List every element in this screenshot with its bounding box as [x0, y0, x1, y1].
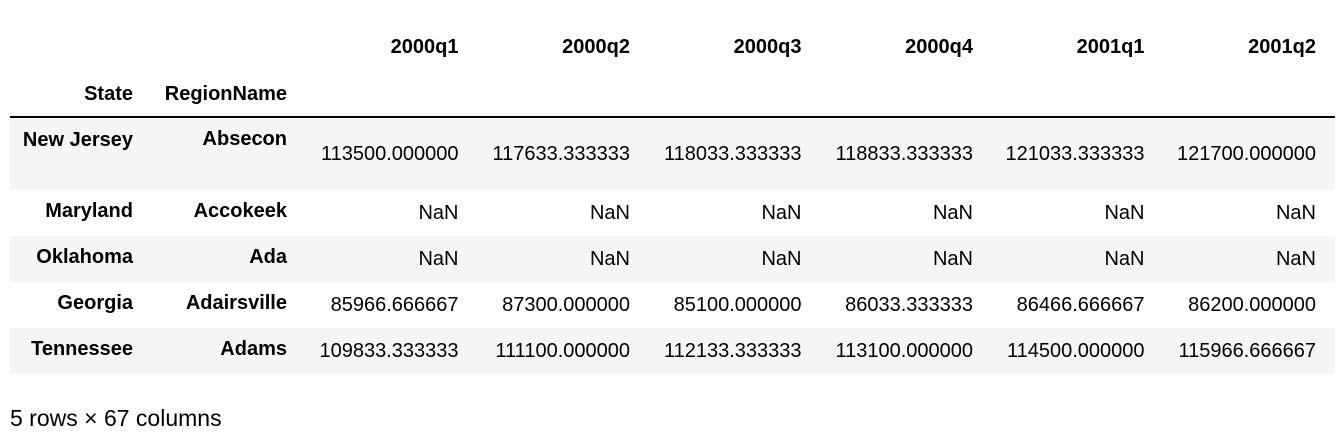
table-cell: 115966.666667 — [1178, 339, 1316, 362]
index-header-state: State — [10, 72, 152, 118]
table-cell: 121700.000000 — [1176, 142, 1316, 165]
column-header: 2000q3 — [733, 35, 802, 58]
table-cell: NaN — [589, 201, 630, 224]
header-blank — [10, 22, 152, 72]
dataframe-table: 2000q1 2000q2 2000q3 2000q4 2001q1 2001q… — [10, 22, 1335, 374]
table-cell: NaN — [1275, 201, 1316, 224]
table-cell: NaN — [761, 247, 802, 270]
dataframe-shape-summary: 5 rows × 67 columns — [10, 405, 222, 431]
row-state: Tennessee — [31, 338, 133, 360]
table-cell: NaN — [418, 201, 459, 224]
row-state: Maryland — [45, 200, 133, 222]
row-region: Ada — [249, 246, 287, 268]
row-state: Georgia — [57, 292, 133, 314]
row-state: New Jersey — [22, 129, 133, 151]
table-cell: 85100.000000 — [673, 293, 802, 316]
table-row: Tennessee Adams 109833.333333 111100.000… — [10, 328, 1335, 374]
table-row: New Jersey Absecon 113500.000000 117633.… — [10, 117, 1335, 190]
table-cell: 109833.333333 — [319, 339, 459, 362]
table-cell: 118833.333333 — [835, 142, 973, 165]
header-blank — [1163, 72, 1335, 118]
header-blank — [306, 72, 478, 118]
table-cell: 112133.333333 — [663, 339, 802, 362]
row-region: Accokeek — [193, 200, 287, 222]
table-cell: 85966.666667 — [330, 293, 459, 316]
table-row: Maryland Accokeek NaN NaN NaN NaN NaN Na… — [10, 190, 1335, 236]
column-header: 2000q1 — [390, 35, 459, 58]
header-blank — [820, 72, 992, 118]
table-cell: NaN — [1104, 201, 1145, 224]
column-header: 2001q1 — [1076, 35, 1145, 58]
table-cell: NaN — [1104, 247, 1145, 270]
header-blank — [477, 72, 649, 118]
column-header: 2000q2 — [562, 35, 630, 58]
column-header: 2000q4 — [905, 35, 973, 58]
table-cell: 114500.000000 — [1006, 339, 1145, 362]
table-row: Georgia Adairsville 85966.666667 87300.0… — [10, 282, 1335, 328]
header-blank — [152, 22, 306, 72]
row-region: Adairsville — [185, 292, 287, 314]
row-region: Absecon — [202, 128, 287, 150]
table-cell: NaN — [932, 201, 973, 224]
table-cell: 117633.333333 — [492, 142, 630, 165]
row-region: Adams — [220, 338, 287, 360]
table-cell: NaN — [1275, 247, 1316, 270]
table-row: Oklahoma Ada NaN NaN NaN NaN NaN NaN — [10, 236, 1335, 282]
table-cell: 86466.666667 — [1016, 293, 1145, 316]
header-blank — [649, 72, 821, 118]
table-cell: 113100.000000 — [835, 339, 973, 362]
table-cell: 87300.000000 — [502, 293, 630, 316]
table-cell: 118033.333333 — [663, 142, 802, 165]
index-header-region: RegionName — [152, 72, 306, 118]
index-header-row: State RegionName — [10, 72, 1335, 118]
table-cell: 113500.000000 — [320, 142, 459, 165]
table-cell: 86200.000000 — [1188, 293, 1316, 316]
table-cell: NaN — [932, 247, 973, 270]
column-header: 2001q2 — [1248, 35, 1316, 58]
table-cell: NaN — [761, 201, 802, 224]
table-cell: 111100.000000 — [495, 339, 630, 362]
table-cell: 86033.333333 — [845, 293, 973, 316]
header-blank — [992, 72, 1164, 118]
row-state: Oklahoma — [36, 246, 133, 268]
column-header-row: 2000q1 2000q2 2000q3 2000q4 2001q1 2001q… — [10, 22, 1335, 72]
table-cell: NaN — [589, 247, 630, 270]
table-cell: NaN — [418, 247, 459, 270]
table-cell: 121033.333333 — [1005, 142, 1145, 165]
